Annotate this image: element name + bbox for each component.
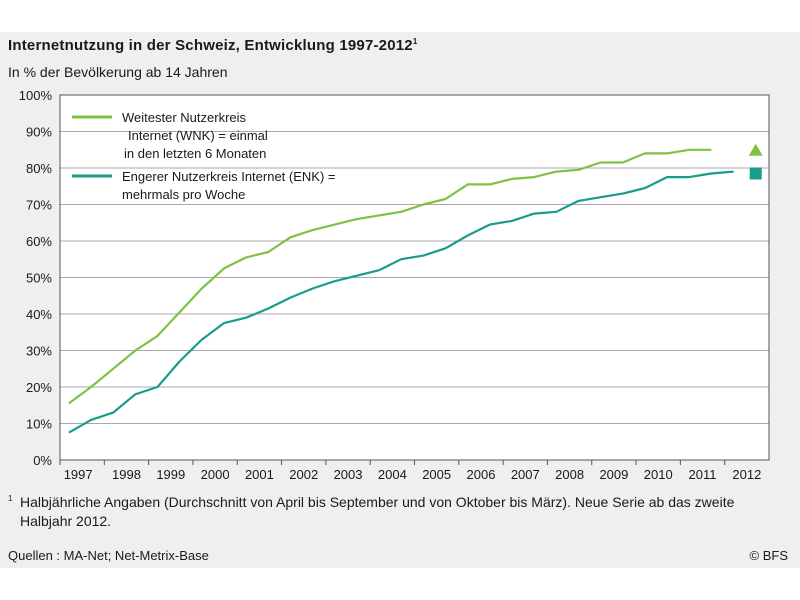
y-tick-label: 40% (26, 307, 52, 322)
legend-swatch-wnk (72, 115, 112, 119)
x-tick-label: 2009 (599, 467, 628, 480)
x-tick-label: 2010 (644, 467, 673, 480)
legend-label: Weitester Nutzerkreis (122, 110, 247, 125)
y-tick-label: 60% (26, 234, 52, 249)
grid-lines (60, 95, 769, 460)
x-tick-label: 2011 (689, 467, 717, 480)
source-note: Quellen : MA-Net; Net-Metrix-Base (8, 548, 209, 563)
legend-label: in den letzten 6 Monaten (124, 146, 266, 161)
chart-title: Internetnutzung in der Schweiz, Entwickl… (8, 37, 418, 54)
y-tick-label: 100% (19, 88, 53, 103)
y-tick-label: 0% (33, 453, 52, 468)
chart-title-text: Internetnutzung in der Schweiz, Entwickl… (8, 37, 413, 54)
x-tick-label: 2004 (378, 467, 407, 480)
legend-label: Internet (WNK) = einmal (128, 128, 268, 143)
footnote-text: Halbjährliche Angaben (Durchschnitt von … (20, 494, 735, 529)
series-line-wnk (68, 148, 712, 405)
x-axis: 1997 1998 1999 2000 2001 2002 2003 2004 2005 2006… (59, 460, 761, 480)
x-tick-label: 2001 (245, 467, 274, 480)
legend-swatch-enk (72, 174, 112, 178)
y-tick-label: 80% (26, 161, 52, 176)
y-tick-label: 50% (26, 271, 52, 286)
x-tick-label: 1997 (64, 467, 93, 480)
x-tick-label: 2012 (732, 467, 761, 480)
series-marker-square (749, 167, 762, 180)
y-axis: 0% 10% 20% 30% 40% 50% 60% 70% 80% 90% 100% (19, 88, 53, 468)
x-tick-label: 2003 (334, 467, 363, 480)
legend-label: Engerer Nutzerkreis Internet (ENK) = (122, 169, 336, 184)
copyright: © BFS (749, 548, 788, 563)
x-tick-label: 2006 (467, 467, 496, 480)
x-tick-label: 2000 (201, 467, 230, 480)
y-tick-label: 30% (26, 344, 52, 359)
footnote: 1 Halbjährliche Angaben (Durchschnitt vo… (8, 493, 768, 531)
x-tick-label: 2007 (511, 467, 540, 480)
footnote-mark: 1 (8, 494, 13, 503)
y-tick-label: 90% (26, 125, 52, 140)
x-tick-label: 2008 (555, 467, 584, 480)
y-tick-label: 10% (26, 417, 52, 432)
y-tick-label: 20% (26, 380, 52, 395)
chart-subtitle: In % der Bevölkerung ab 14 Jahren (8, 64, 228, 80)
y-tick-label: 70% (26, 198, 52, 213)
series-line-enk (68, 170, 734, 434)
x-tick-label: 2005 (422, 467, 451, 480)
series-layer (68, 143, 763, 434)
x-tick-label: 1998 (112, 467, 141, 480)
legend-label: mehrmals pro Woche (122, 187, 245, 202)
x-tick-label: 2002 (289, 467, 318, 480)
legend: Weitester Nutzerkreis Internet (WNK) = ei… (72, 110, 336, 202)
series-marker-triangle (748, 143, 763, 156)
title-footnote-mark: 1 (412, 37, 418, 46)
line-chart: 0%10%20%30%40%50%60%70%80%90%100% 1997 19… (19, 88, 770, 480)
x-tick-label: 1999 (156, 467, 185, 480)
